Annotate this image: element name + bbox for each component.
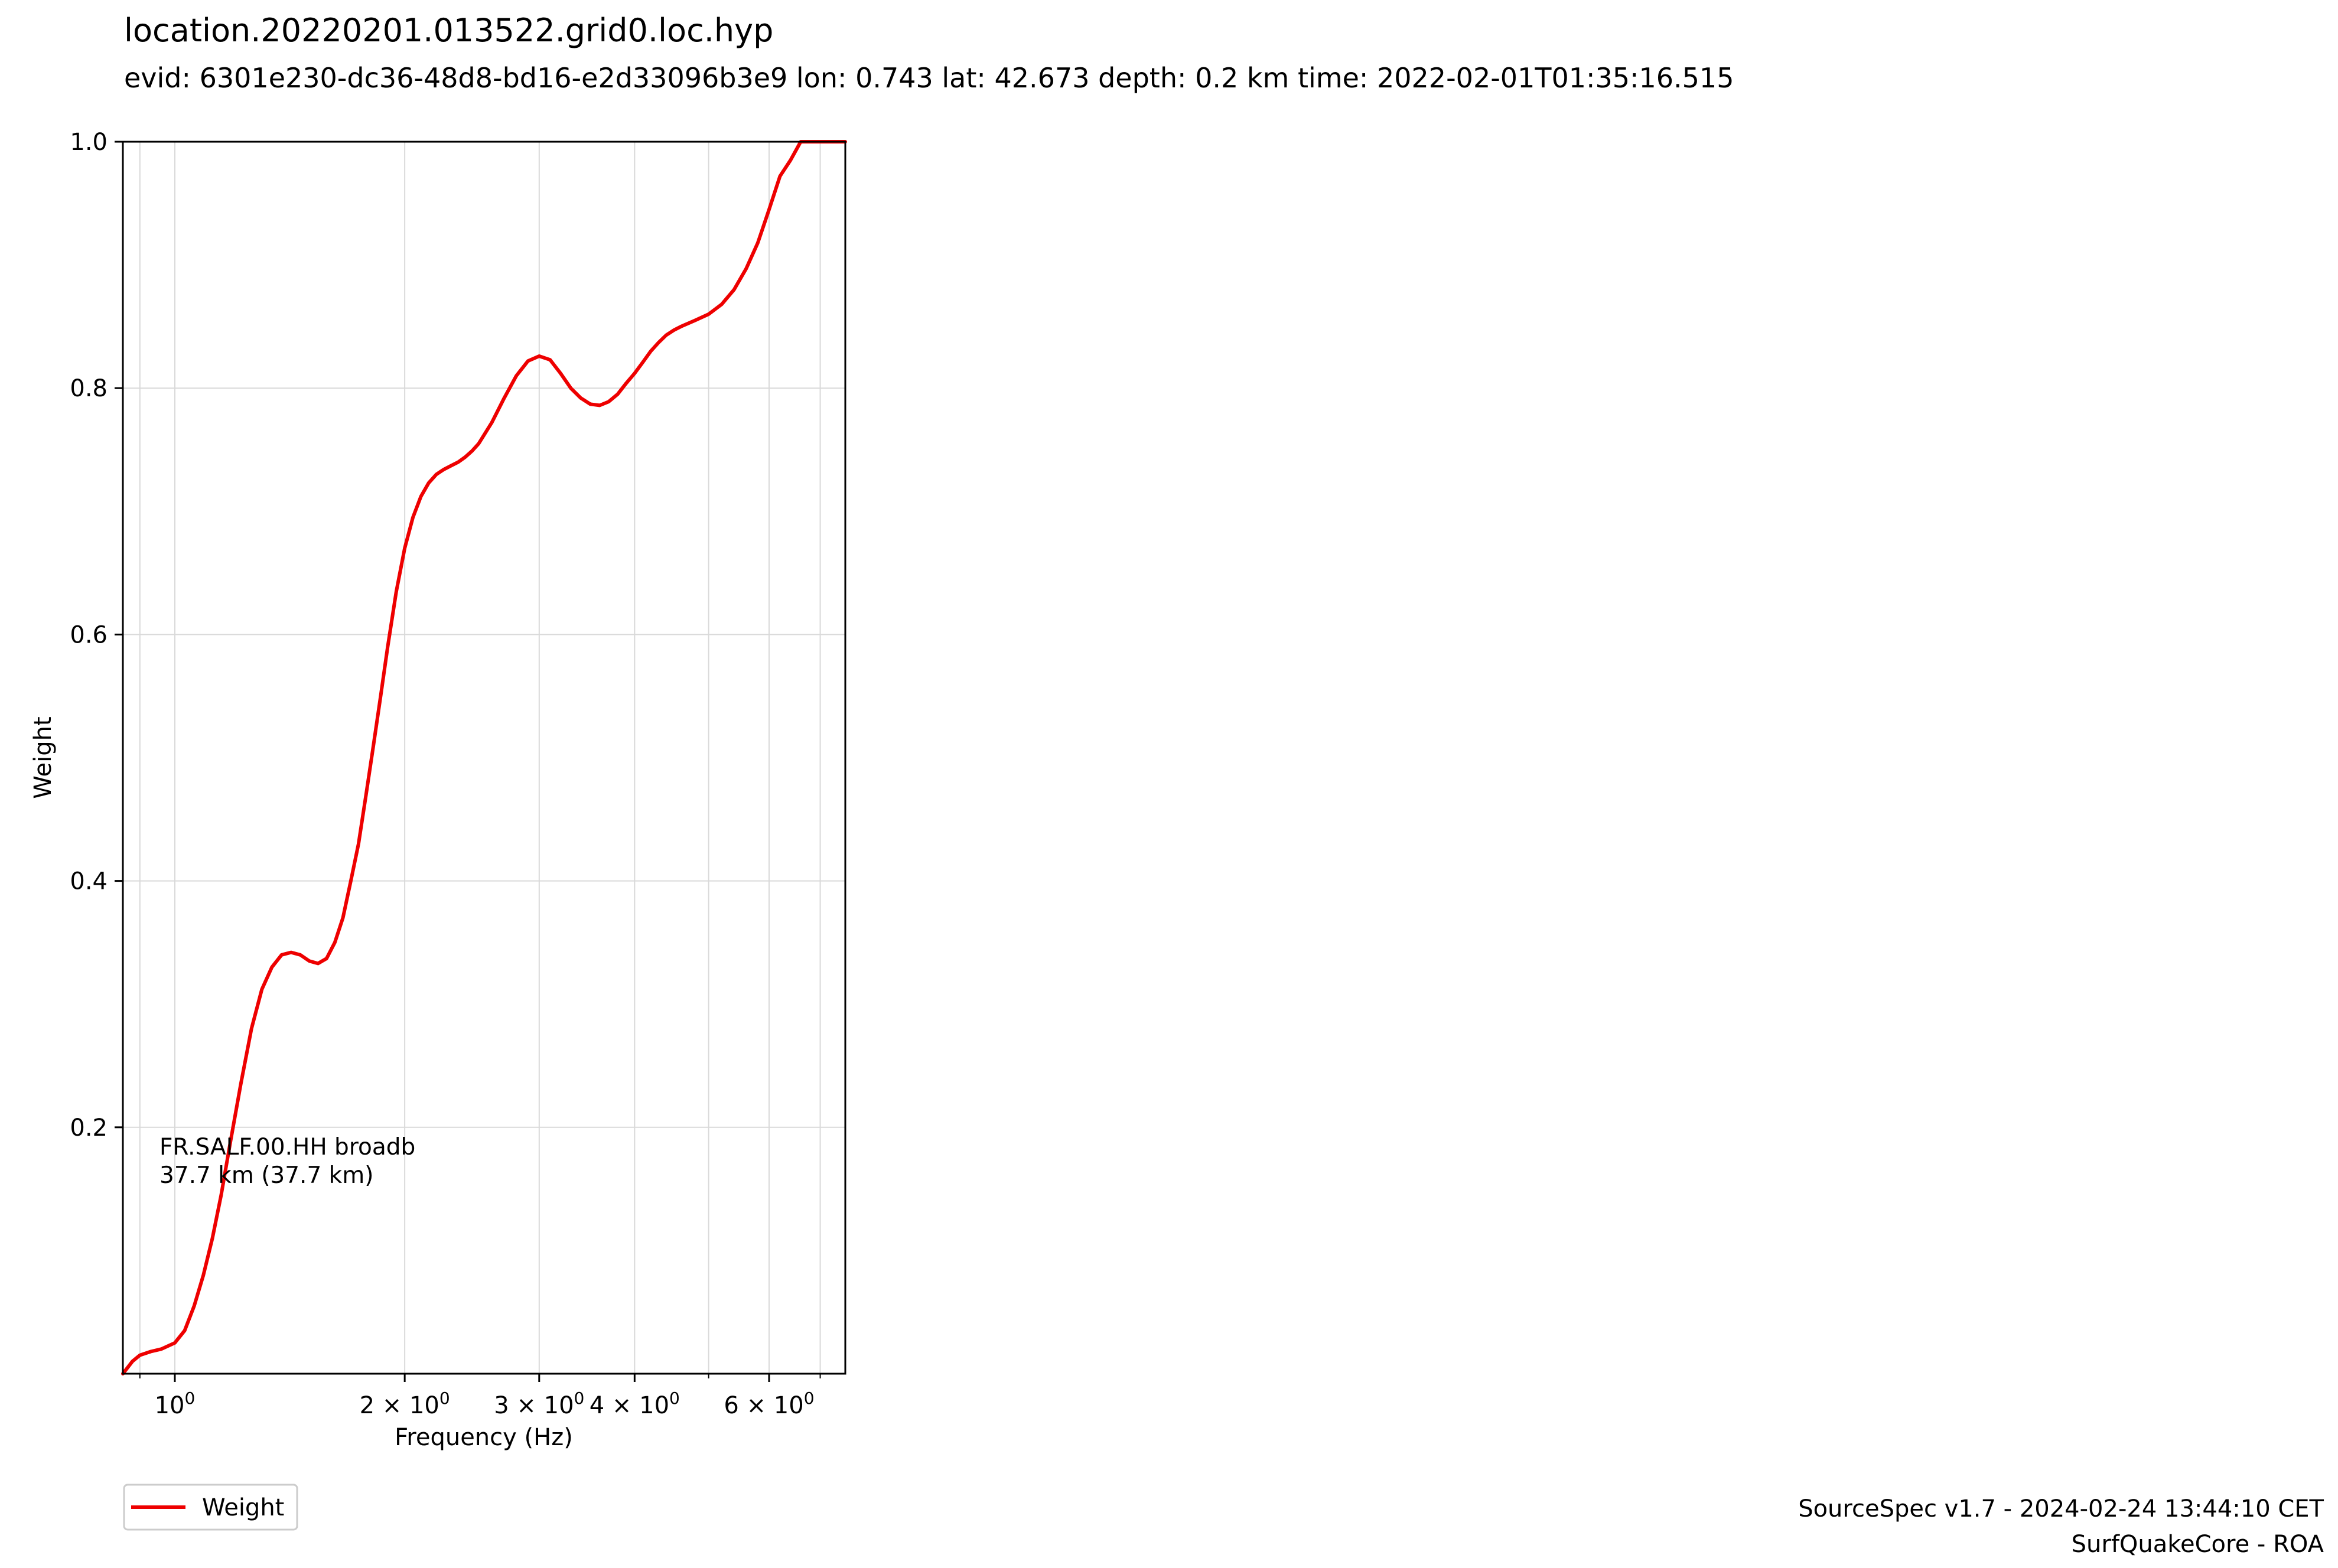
chart-annotation-line2: 37.7 km (37.7 km) [159,1162,373,1189]
grid-lines [123,141,845,1374]
legend: Weight [123,1484,298,1531]
x-tick-label: 6 × 100 [724,1388,814,1419]
figure-title: location.20220201.013522.grid0.loc.hyp [124,12,773,49]
x-tick-label: 100 [155,1388,196,1419]
axes-frame [122,141,846,1375]
x-tick-label: 4 × 100 [590,1388,680,1419]
y-axis-label: Weight [30,716,57,798]
y-tick-label: 1.0 [70,129,108,156]
tick-labels: 100 2 × 100 3 × 100 4 × 100 6 × 100 0.2 0.4 0.6… [70,129,814,1419]
x-tick-label: 3 × 100 [494,1388,584,1419]
x-axis-label: Frequency (Hz) [395,1424,573,1451]
y-tick-label: 0.8 [70,375,108,402]
footer-line2: SurfQuakeCore - ROA [2072,1531,2324,1558]
y-tick-label: 0.2 [70,1114,108,1142]
series-line-weight [121,140,847,1375]
tick-marks [115,141,821,1382]
legend-label: Weight [202,1494,284,1521]
y-tick-label: 0.4 [70,868,108,895]
footer-line1: SourceSpec v1.7 - 2024-02-24 13:44:10 CE… [1798,1495,2324,1523]
y-tick-label: 0.6 [70,621,108,648]
series-layer [121,140,847,1375]
x-tick-label: 2 × 100 [360,1388,450,1419]
plot-area: 100 2 × 100 3 × 100 4 × 100 6 × 100 0.2 0.4 0.6… [70,129,847,1419]
chart-annotation-line1: FR.SALF.00.HH broadb [159,1134,415,1160]
legend-box [123,1484,298,1531]
figure-subtitle: evid: 6301e230-dc36-48d8-bd16-e2d33096b3… [124,62,1734,94]
